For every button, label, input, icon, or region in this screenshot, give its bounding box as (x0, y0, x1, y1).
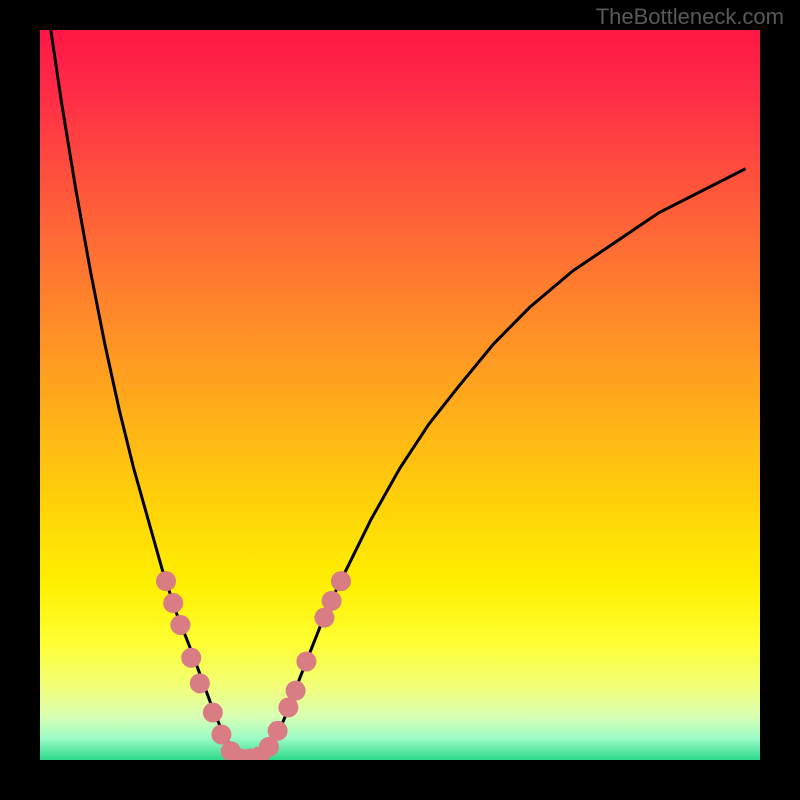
data-marker (296, 651, 316, 671)
data-marker (211, 724, 231, 744)
plot-area (40, 30, 760, 760)
data-marker (286, 681, 306, 701)
data-marker (156, 571, 176, 591)
data-marker (163, 593, 183, 613)
data-marker (322, 591, 342, 611)
data-marker (170, 615, 190, 635)
curve-layer (40, 30, 760, 760)
data-marker (268, 721, 288, 741)
watermark-text: TheBottleneck.com (596, 4, 784, 30)
data-marker (331, 571, 351, 591)
data-marker (190, 673, 210, 693)
data-marker (181, 648, 201, 668)
bottleneck-curve (51, 30, 746, 759)
data-markers (156, 571, 351, 760)
data-marker (203, 703, 223, 723)
chart-container: TheBottleneck.com (0, 0, 800, 800)
